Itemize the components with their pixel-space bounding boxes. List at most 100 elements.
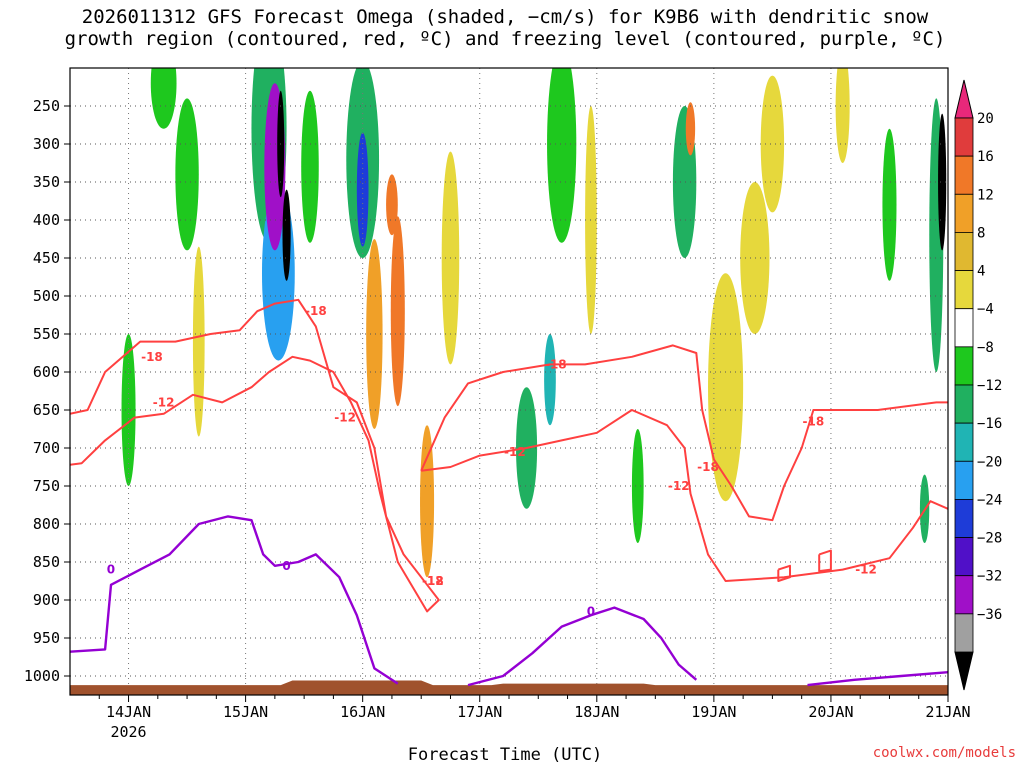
freezing-contour-0	[70, 515, 399, 685]
colorbar-segment-8	[954, 422, 974, 462]
colorbar-tick-11: −28	[977, 531, 1002, 547]
dendritic-contour-2	[421, 409, 948, 582]
x-tick-label-20JAN: 20JAN	[808, 703, 853, 721]
dendritic-contour-3	[777, 564, 791, 582]
colorbar-segment-2	[954, 193, 974, 233]
colorbar-segment-5	[954, 308, 974, 348]
source-credit: coolwx.com/models	[872, 745, 1016, 761]
contour-label-10: -18	[803, 414, 825, 428]
colorbar-tick-13: −36	[977, 607, 1002, 623]
y-axis: 250 300 350 400 450 500 550 600 650 700 750 800 850 9…	[24, 97, 70, 685]
x-tick-label-15JAN: 15JAN	[223, 703, 268, 721]
y-tick-label-700: 700	[33, 439, 60, 457]
contour-label-5: -18	[422, 574, 444, 588]
y-tick-label-300: 300	[33, 135, 60, 153]
freezing-contour-1	[467, 606, 698, 687]
colorbar-segment-3	[954, 232, 974, 271]
colorbar-tick-7: −12	[977, 378, 1002, 394]
y-tick-label-950: 950	[33, 629, 60, 647]
contour-label-9: -18	[697, 460, 719, 474]
colorbar-segment-4	[954, 270, 974, 310]
colorbar-bottom-arrow	[954, 651, 974, 691]
omega-cell-31	[938, 113, 947, 251]
plot-background	[70, 68, 948, 695]
omega-cell-10	[192, 246, 205, 437]
y-tick-label-500: 500	[33, 287, 60, 305]
colorbar-segment-12	[954, 575, 974, 615]
contour-label-4: -12	[422, 574, 444, 588]
y-tick-label-350: 350	[33, 173, 60, 191]
y-tick-label-250: 250	[33, 97, 60, 115]
y-tick-label-600: 600	[33, 363, 60, 381]
contour-label-8: -12	[668, 479, 690, 493]
chart-title: 2026011312 GFS Forecast Omega (shaded, −…	[0, 6, 1010, 50]
x-tick-label-17JAN: 17JAN	[457, 703, 502, 721]
colorbar-tick-6: −8	[977, 340, 994, 356]
dendritic-contour-0	[70, 298, 440, 613]
omega-cell-3	[740, 182, 770, 334]
contour-label-2: -18	[305, 304, 327, 318]
omega-cell-25	[544, 334, 556, 426]
omega-cell-13	[631, 429, 644, 543]
y-tick-label-850: 850	[33, 553, 60, 571]
omega-cell-6	[547, 68, 577, 243]
contours	[70, 298, 948, 687]
contour-label-14: 0	[587, 604, 595, 618]
x-tick-year: 2026	[110, 723, 146, 740]
contour-label-7: -18	[545, 357, 567, 371]
colorbar-top-arrow	[954, 79, 974, 119]
colorbar-segment-7	[954, 384, 974, 424]
colorbar-tick-5: −4	[977, 302, 994, 318]
omega-cell-4	[150, 68, 177, 129]
y-tick-label-1000: 1000	[24, 667, 60, 685]
y-tick-label-800: 800	[33, 515, 60, 533]
colorbar-tick-2: 12	[977, 187, 994, 203]
x-axis-label: Forecast Time (UTC)	[407, 745, 603, 765]
x-axis: 14JAN 15JAN 16JAN 17JAN 18JAN 19JAN 20JAN 21JAN…	[98, 695, 971, 740]
omega-cell-22	[390, 216, 405, 407]
colorbar-segment-13	[954, 613, 974, 653]
x-tick-label-18JAN: 18JAN	[574, 703, 619, 721]
omega-cell-1	[760, 75, 785, 213]
omega-cell-5	[175, 98, 199, 251]
y-tick-label-900: 900	[33, 591, 60, 609]
colorbar-tick-9: −20	[977, 454, 1002, 470]
colorbar-tick-1: 16	[977, 149, 994, 165]
contour-label-6: -12	[504, 445, 526, 459]
title-line-1: 2026011312 GFS Forecast Omega (shaded, −…	[81, 6, 929, 28]
omega-cell-24	[386, 174, 398, 236]
omega-cell-30	[282, 189, 291, 281]
colorbar-tick-12: −32	[977, 569, 1002, 585]
omega-time-height-chart: -18-12-18-12-12-18-12-18-12-18-18-120 00 …	[24, 67, 1002, 740]
dendritic-contour-4	[818, 549, 832, 573]
x-tick-label-19JAN: 19JAN	[691, 703, 736, 721]
x-tick-label-21JAN: 21JAN	[925, 703, 970, 721]
contour-label-11: -12	[855, 563, 877, 577]
colorbar-tick-4: 4	[977, 264, 985, 280]
colorbar-segment-0	[954, 117, 974, 157]
omega-cell-0	[708, 273, 744, 502]
contour-label-12: 0	[107, 563, 115, 577]
omega-cell-2	[835, 68, 850, 163]
freezing-contour-2	[807, 671, 948, 687]
colorbar-tick-10: −24	[977, 492, 1002, 508]
omega-cell-11	[301, 90, 319, 243]
omega-cell-12	[882, 128, 897, 281]
y-tick-label-750: 750	[33, 477, 60, 495]
colorbar-segment-1	[954, 155, 974, 195]
omega-cell-16	[366, 239, 383, 429]
y-tick-label-550: 550	[33, 325, 60, 343]
plot-area: -18-12-18-12-12-18-12-18-12-18-18-120 00	[69, 67, 949, 696]
colorbar: 20 16 12 8 4 −4 −8 −12 −16 −20 −24 −28 −32 −36	[954, 79, 1002, 691]
ground-fill	[70, 680, 948, 695]
ground-surface	[70, 680, 948, 695]
colorbar-segment-11	[954, 537, 974, 577]
colorbar-segment-10	[954, 499, 974, 538]
colorbar-tick-0: 20	[977, 111, 994, 127]
omega-cell-27	[356, 132, 369, 247]
dendritic-contour-1	[420, 344, 948, 522]
title-line-2: growth region (contoured, red, ºC) and f…	[64, 28, 946, 50]
colorbar-segment-9	[954, 460, 974, 500]
omega-cell-23	[685, 102, 696, 156]
y-tick-label-650: 650	[33, 401, 60, 419]
